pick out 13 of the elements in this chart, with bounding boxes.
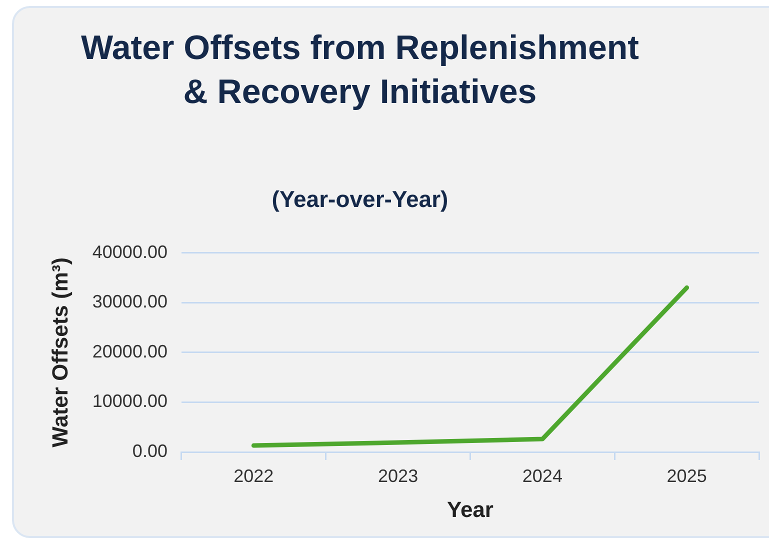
- x-tick-label: 2025: [666, 466, 707, 486]
- x-tick-label: 2022: [234, 466, 274, 486]
- x-tick-label: 2024: [522, 466, 562, 486]
- y-tick-label: 30000.00: [92, 292, 168, 312]
- chart-subtitle: (Year-over-Year): [270, 186, 450, 213]
- y-tick-label: 40000.00: [92, 242, 168, 262]
- y-axis-title: Water Offsets (m³): [47, 257, 72, 448]
- chart-title: Water Offsets from Replenishment & Recovery Initiatives: [80, 28, 640, 113]
- x-axis-title: Year: [446, 496, 494, 522]
- y-tick-label: 10000.00: [92, 391, 168, 412]
- x-tick-label: 2023: [378, 466, 418, 486]
- y-tick-label: 20000.00: [92, 341, 168, 362]
- y-tick-label: 0.00: [132, 440, 168, 461]
